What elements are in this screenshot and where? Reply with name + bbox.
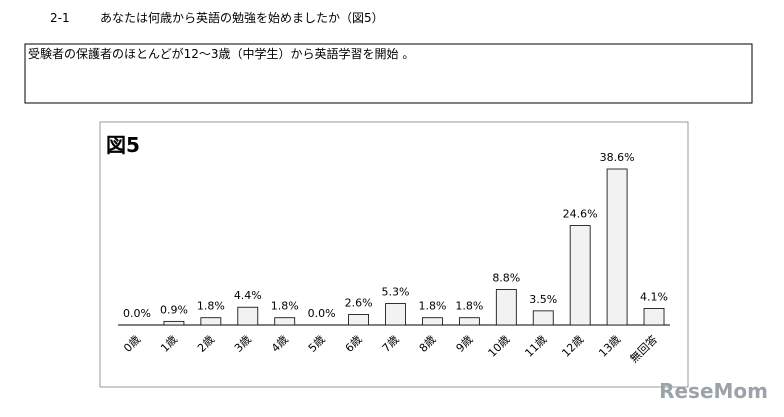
value-label: 0.0% bbox=[123, 307, 151, 320]
summary-text: 受験者の保護者のほとんどが12～3歳（中学生）から英語学習を開始 。 bbox=[28, 46, 414, 61]
value-label: 4.4% bbox=[234, 289, 262, 302]
watermark: ReseMom bbox=[659, 379, 768, 403]
chart-title: 図5 bbox=[106, 133, 140, 157]
bar bbox=[237, 306, 259, 326]
value-label: 1.8% bbox=[418, 300, 446, 313]
bar bbox=[569, 225, 591, 326]
bar bbox=[274, 317, 296, 326]
bar bbox=[163, 320, 185, 326]
value-label: 0.9% bbox=[160, 303, 188, 316]
bar bbox=[422, 317, 443, 326]
value-label: 4.1% bbox=[640, 290, 668, 303]
value-label: 3.5% bbox=[529, 293, 557, 306]
bar bbox=[458, 317, 480, 326]
value-label: 5.3% bbox=[382, 286, 410, 299]
bar bbox=[348, 314, 369, 326]
value-label: 1.8% bbox=[455, 300, 483, 313]
question-text: あなたは何歳から英語の勉強を始めましたか（図5） bbox=[100, 10, 384, 25]
summary-box bbox=[24, 43, 753, 104]
bar bbox=[606, 168, 628, 326]
value-label: 1.8% bbox=[271, 300, 299, 313]
value-label: 8.8% bbox=[492, 271, 520, 284]
question-number: 2-1 bbox=[50, 11, 70, 25]
value-label: 38.6% bbox=[600, 151, 635, 164]
value-label: 24.6% bbox=[563, 208, 598, 221]
value-label: 1.8% bbox=[197, 300, 225, 313]
bar bbox=[385, 303, 406, 326]
bar bbox=[200, 317, 222, 326]
bar bbox=[495, 289, 517, 326]
value-label: 0.0% bbox=[308, 307, 336, 320]
bar bbox=[532, 310, 554, 326]
value-label: 2.6% bbox=[345, 296, 373, 309]
bar bbox=[643, 308, 665, 326]
